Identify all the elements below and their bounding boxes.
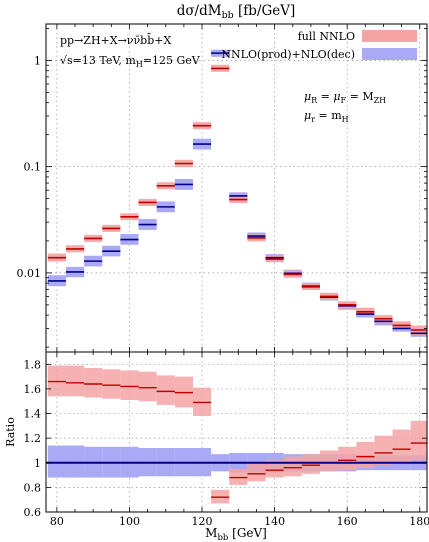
ratio-full-nnlo-band [356,441,375,468]
ratio-full-nnlo-band [102,369,121,399]
lower-y-tick-label: 1.8 [24,358,42,371]
lower-axis-ticks: 0.6 0.8 1 1.2 1.4 1.6 1.8 [24,358,427,519]
x-tick-label: 80 [50,515,64,528]
lower-y-tick-label: 1.4 [24,408,42,421]
scale-label-1: μR = μF = MZH [304,90,386,105]
ratio-full-nnlo-band [84,368,103,398]
chart-title: dσ/dMbb [fb/GeV] [177,3,296,21]
ratio-full-nnlo-band [283,456,302,477]
legend-label-nnlo-prod: NNLO(prod)+NLO(dec) [221,48,355,61]
energy-label: √s=13 TeV, mH=125 GeV [60,54,201,69]
legend-swatch-full-nnlo [362,30,417,42]
lower-y-tick-label: 0.6 [24,506,42,519]
ratio-nnlo-prod-band [65,445,85,478]
x-axis-label: Mbb [GeV] [205,526,267,542]
ratio-full-nnlo-band [138,371,157,402]
legend: full NNLO NNLO(prod)+NLO(dec) [221,30,417,61]
ratio-full-nnlo-band [120,370,139,400]
lower-y-tick-label: 1.6 [24,383,42,396]
ratio-full-nnlo-band [265,460,284,478]
scale-label-2: μr = mH [304,109,349,124]
x-tick-label: 140 [264,515,285,528]
lower-y-tick-label: 1 [34,457,41,470]
lower-y-tick-label: 1.2 [24,432,42,445]
ratio-full-nnlo-band [301,454,320,474]
ratio-full-nnlo-band [319,450,339,472]
ratio-full-nnlo-band [374,435,393,466]
upper-lines [47,52,427,335]
x-tick-label: 120 [192,515,213,528]
lower-y-tick-label: 0.8 [24,481,42,494]
upper-y-tick-label: 0.01 [17,267,42,280]
ratio-full-nnlo-band [65,365,85,397]
x-axis-ticks: 80 100 120 140 160 180 [50,24,429,528]
ratio-full-nnlo-band [156,375,175,405]
ratio-axis-label: Ratio [4,417,17,447]
x-tick-label: 160 [337,515,358,528]
lower-frame [45,351,428,513]
ratio-full-nnlo-band [392,429,411,463]
ratio-full-nnlo-band [247,464,266,482]
upper-frame [45,23,428,353]
upper-y-tick-label: 1 [34,54,41,67]
upper-y-tick-label: 0.1 [24,161,42,174]
lower-bands [47,365,427,504]
ratio-full-nnlo-band [338,446,357,471]
x-tick-label: 100 [119,515,140,528]
process-label: pp→ZH+X→νν̄bb̄+X [60,34,171,47]
legend-swatch-nnlo-prod [362,48,417,60]
ratio-full-nnlo-band [410,420,427,461]
x-tick-label: 180 [409,515,429,528]
lower-lines [46,380,427,498]
upper-grid [46,24,427,352]
ratio-nnlo-prod-band [47,445,66,478]
legend-label-full-nnlo: full NNLO [298,30,355,43]
upper-axis-ticks: 1 0.1 0.01 [17,27,427,348]
